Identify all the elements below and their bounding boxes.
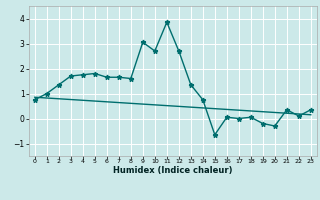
X-axis label: Humidex (Indice chaleur): Humidex (Indice chaleur) (113, 166, 233, 175)
